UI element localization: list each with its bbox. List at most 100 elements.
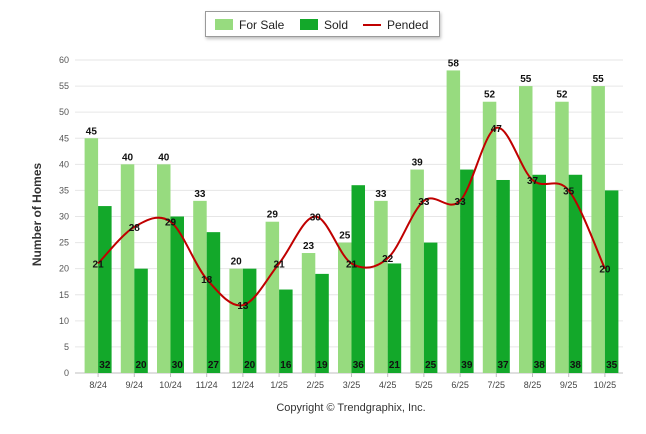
bar-sold bbox=[170, 216, 184, 373]
bar-for-sale bbox=[229, 268, 243, 373]
legend-swatch-for-sale bbox=[215, 19, 233, 30]
bar-for-sale bbox=[555, 101, 569, 373]
line-pended bbox=[97, 126, 606, 307]
bar-for-sale bbox=[157, 164, 171, 373]
legend-label-pended: Pended bbox=[387, 18, 429, 32]
data-label-pended: 30 bbox=[310, 213, 322, 224]
legend: For Sale Sold Pended bbox=[205, 11, 440, 37]
x-tick-label: 7/25 bbox=[488, 380, 506, 390]
data-label-sold: 38 bbox=[534, 360, 546, 371]
data-label-sold: 19 bbox=[316, 360, 328, 371]
data-label-sold: 37 bbox=[497, 360, 509, 371]
legend-swatch-sold bbox=[300, 19, 318, 30]
data-label-for-sale: 23 bbox=[303, 241, 315, 252]
data-label-sold: 16 bbox=[280, 360, 292, 371]
data-label-sold: 39 bbox=[461, 360, 473, 371]
data-label-sold: 25 bbox=[425, 360, 437, 371]
data-label-for-sale: 39 bbox=[412, 158, 424, 169]
y-tick-label: 30 bbox=[59, 212, 69, 222]
bar-sold bbox=[387, 263, 402, 373]
data-label-for-sale: 52 bbox=[484, 90, 496, 101]
bar-for-sale bbox=[410, 169, 424, 373]
data-label-for-sale: 40 bbox=[158, 152, 170, 163]
bar-for-sale bbox=[84, 138, 99, 373]
bar-sold bbox=[242, 268, 257, 373]
bar-sold bbox=[568, 174, 583, 373]
legend-label-sold: Sold bbox=[324, 18, 349, 32]
y-tick-label: 15 bbox=[59, 290, 69, 300]
data-label-sold: 20 bbox=[244, 360, 256, 371]
bar-for-sale bbox=[482, 101, 497, 373]
x-tick-label: 9/25 bbox=[560, 380, 578, 390]
bar-for-sale bbox=[374, 200, 388, 373]
data-label-for-sale: 33 bbox=[194, 189, 206, 200]
bar-sold bbox=[206, 232, 221, 373]
data-label-pended: 22 bbox=[382, 254, 394, 265]
data-label-pended: 33 bbox=[455, 197, 467, 208]
bar-for-sale bbox=[301, 253, 316, 373]
data-label-for-sale: 29 bbox=[267, 210, 279, 221]
bar-sold bbox=[423, 242, 438, 373]
data-label-sold: 21 bbox=[389, 360, 401, 371]
x-tick-label: 9/24 bbox=[126, 380, 144, 390]
data-label-pended: 28 bbox=[129, 223, 141, 234]
data-label-pended: 33 bbox=[418, 197, 430, 208]
y-tick-label: 20 bbox=[59, 264, 69, 274]
y-axis-title: Number of Homes bbox=[30, 163, 44, 267]
bar-for-sale bbox=[338, 242, 352, 373]
data-label-pended: 37 bbox=[527, 176, 539, 187]
data-label-pended: 18 bbox=[201, 275, 213, 286]
x-tick-label: 11/24 bbox=[196, 380, 218, 390]
data-label-sold: 32 bbox=[99, 360, 111, 371]
data-label-for-sale: 45 bbox=[86, 126, 98, 137]
x-tick-label: 10/25 bbox=[594, 380, 617, 390]
data-label-for-sale: 20 bbox=[231, 257, 243, 268]
data-label-sold: 35 bbox=[606, 360, 618, 371]
data-label-sold: 30 bbox=[172, 360, 184, 371]
x-tick-label: 3/25 bbox=[343, 380, 361, 390]
y-tick-label: 0 bbox=[64, 368, 69, 378]
data-label-sold: 20 bbox=[135, 360, 147, 371]
x-tick-label: 8/24 bbox=[89, 380, 107, 390]
data-label-for-sale: 40 bbox=[122, 152, 134, 163]
data-label-sold: 27 bbox=[208, 360, 220, 371]
data-label-for-sale: 52 bbox=[556, 90, 568, 101]
bar-sold bbox=[532, 174, 546, 373]
data-label-sold: 38 bbox=[570, 360, 582, 371]
x-tick-label: 2/25 bbox=[307, 380, 325, 390]
data-label-for-sale: 58 bbox=[448, 58, 460, 69]
data-label-for-sale: 25 bbox=[339, 231, 351, 242]
data-label-pended: 21 bbox=[274, 259, 286, 270]
bar-sold bbox=[315, 273, 329, 373]
data-label-sold: 36 bbox=[353, 360, 365, 371]
data-label-pended: 35 bbox=[563, 186, 575, 197]
y-tick-label: 25 bbox=[59, 238, 69, 248]
x-tick-label: 4/25 bbox=[379, 380, 397, 390]
bar-sold bbox=[351, 185, 365, 373]
data-label-pended: 29 bbox=[165, 218, 177, 229]
bar-sold bbox=[604, 190, 619, 373]
bar-sold bbox=[134, 268, 148, 373]
bar-for-sale bbox=[446, 70, 461, 373]
y-tick-label: 45 bbox=[59, 133, 69, 143]
x-tick-label: 6/25 bbox=[451, 380, 469, 390]
x-tick-label: 8/25 bbox=[524, 380, 542, 390]
data-label-pended: 47 bbox=[491, 124, 503, 135]
copyright-text: Copyright © Trendgraphix, Inc. bbox=[276, 402, 426, 414]
data-label-for-sale: 55 bbox=[593, 74, 605, 85]
data-label-for-sale: 33 bbox=[375, 189, 387, 200]
data-label-pended: 21 bbox=[346, 259, 358, 270]
data-label-pended: 20 bbox=[599, 265, 611, 276]
y-tick-label: 55 bbox=[59, 81, 69, 91]
bar-for-sale bbox=[120, 164, 135, 373]
x-tick-label: 12/24 bbox=[232, 380, 255, 390]
bar-for-sale bbox=[591, 86, 605, 373]
bar-sold bbox=[279, 289, 293, 373]
data-label-pended: 13 bbox=[237, 301, 249, 312]
bar-for-sale bbox=[265, 221, 280, 373]
bar-sold bbox=[496, 179, 510, 373]
y-tick-label: 40 bbox=[59, 159, 69, 169]
y-tick-label: 5 bbox=[64, 342, 69, 352]
bar-for-sale bbox=[193, 200, 207, 373]
